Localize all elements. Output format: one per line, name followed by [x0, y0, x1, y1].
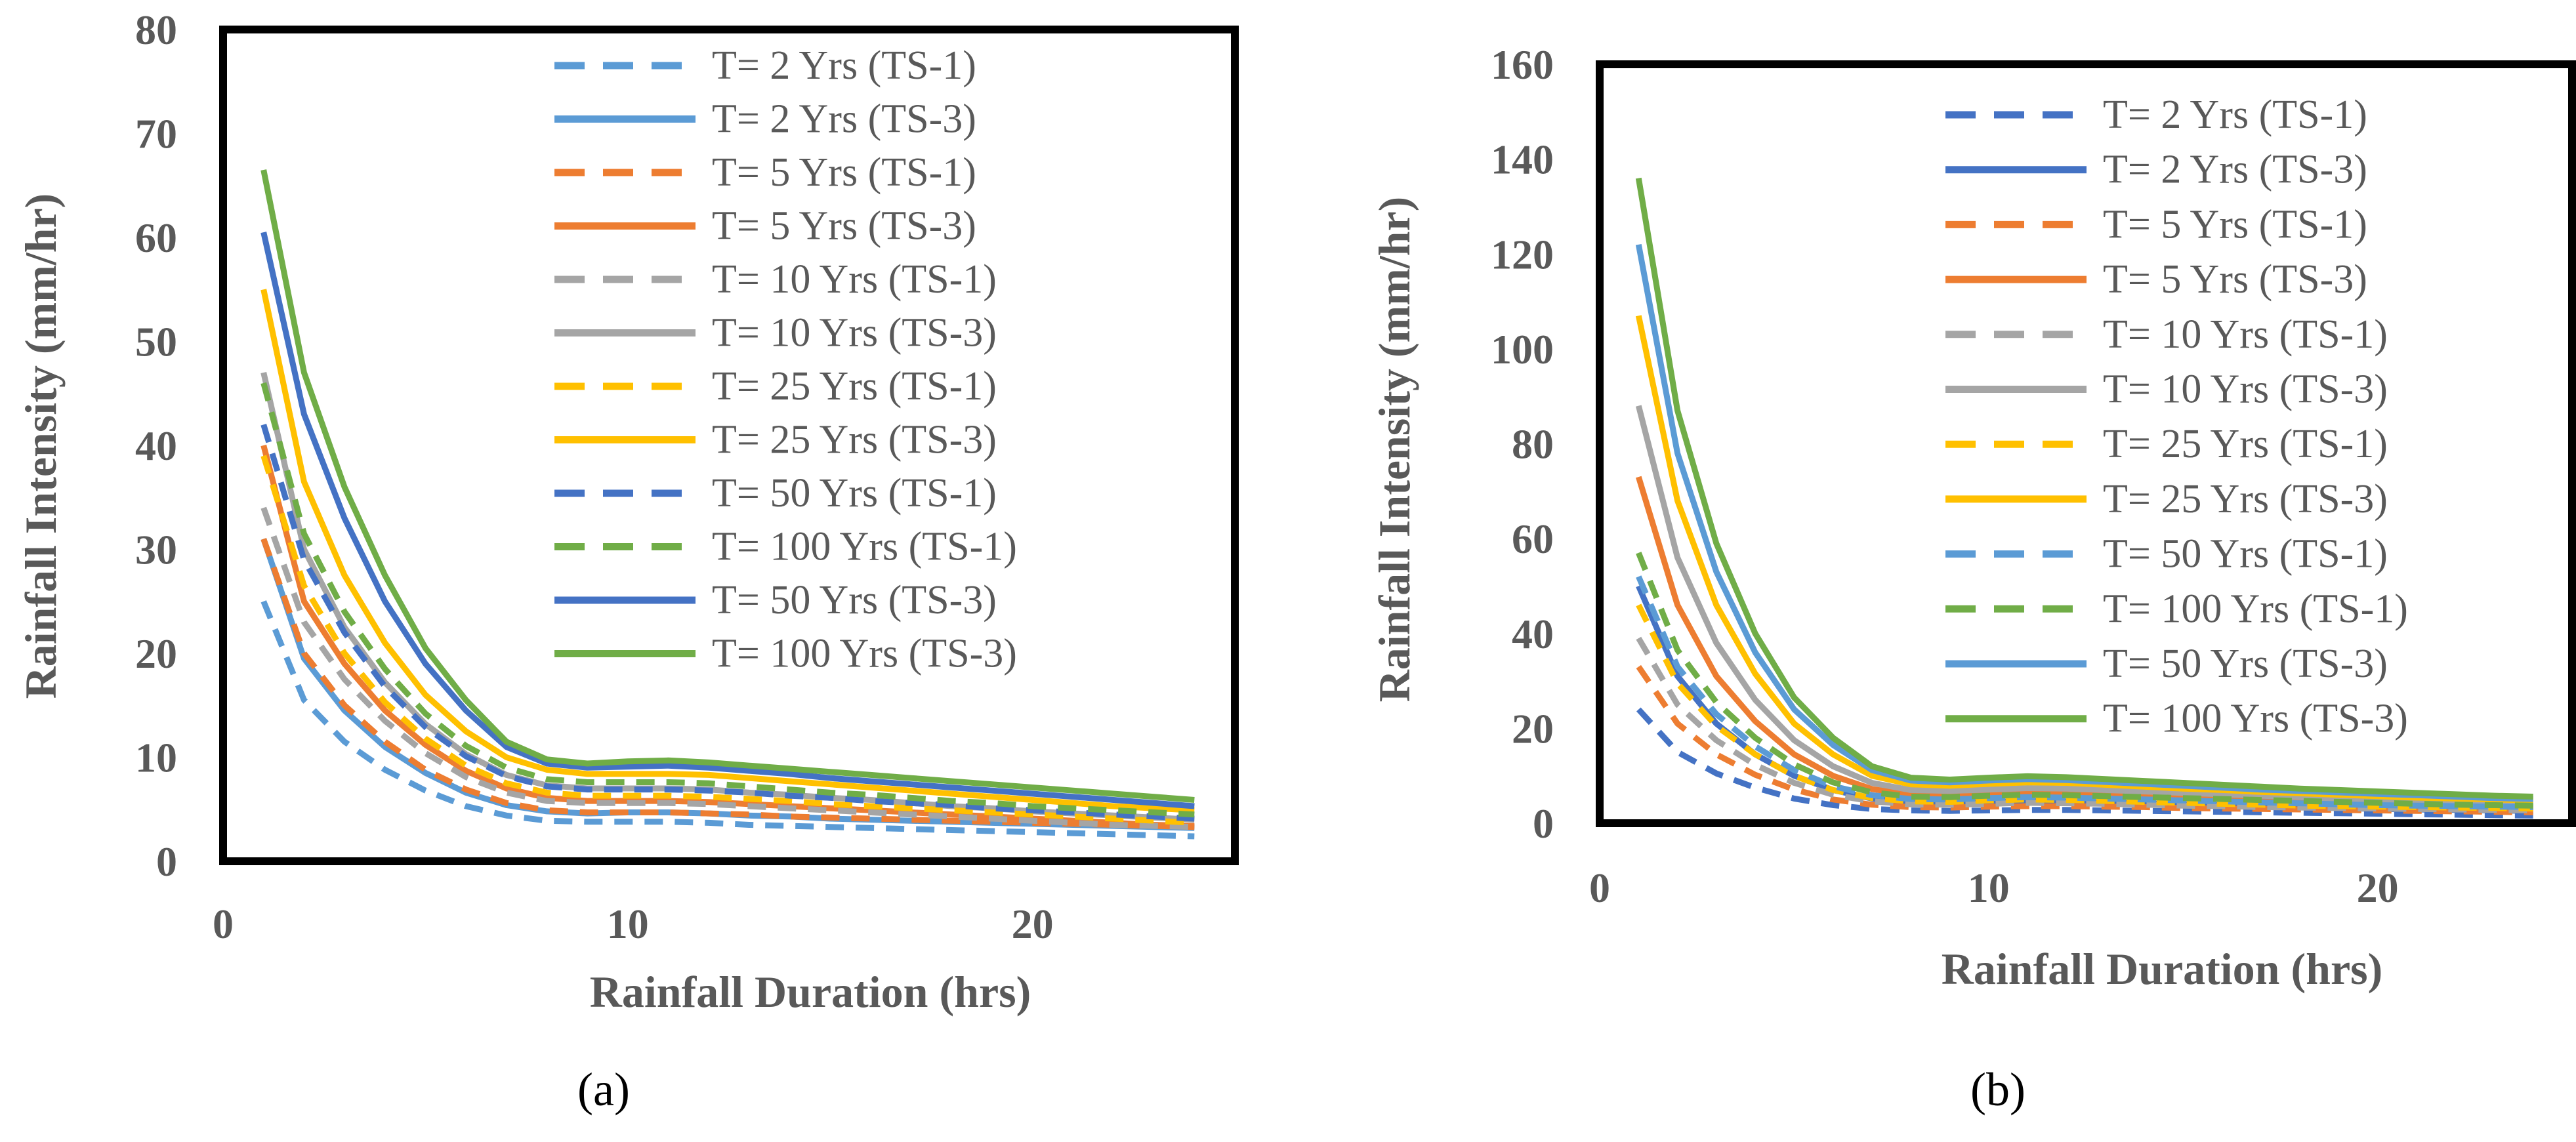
legend-label-10: T= 50 Yrs (TS-3)	[2103, 642, 2388, 686]
series-line-7	[260, 289, 1195, 813]
series-line-2	[260, 538, 1195, 830]
plot-frame	[1596, 60, 2576, 827]
series-line-8	[260, 424, 1195, 822]
legend-label-8: T= 50 Yrs (TS-1)	[2103, 532, 2388, 577]
y-tick-label-8: 80	[135, 7, 177, 53]
legend-label-3: T= 5 Yrs (TS-3)	[712, 204, 976, 249]
legend-label-8: T= 50 Yrs (TS-1)	[712, 471, 997, 516]
y-tick-label-0: 0	[156, 838, 177, 885]
legend-label-3: T= 5 Yrs (TS-3)	[2103, 257, 2367, 302]
series-line-8	[1636, 575, 2533, 810]
x-tick-label-2: 20	[2357, 865, 2399, 911]
legend-label-11: T= 100 Yrs (TS-3)	[712, 632, 1017, 676]
y-tick-label-0: 0	[1533, 800, 1554, 847]
legend-label-2: T= 5 Yrs (TS-1)	[712, 150, 976, 195]
series-line-11	[1635, 177, 2533, 800]
y-tick-label-8: 160	[1491, 41, 1554, 88]
y-tick-label-1: 10	[135, 735, 177, 781]
y-tick-label-3: 60	[1512, 516, 1554, 562]
legend-label-1: T= 2 Yrs (TS-3)	[2103, 148, 2367, 192]
legend-label-5: T= 10 Yrs (TS-3)	[712, 311, 997, 356]
series-line-4	[1636, 636, 2533, 813]
y-tick-label-1: 20	[1512, 705, 1554, 752]
legend-label-9: T= 100 Yrs (TS-1)	[2103, 586, 2408, 631]
y-tick-label-2: 40	[1512, 611, 1554, 657]
legend-label-6: T= 25 Yrs (TS-1)	[712, 364, 997, 409]
legend-label-9: T= 100 Yrs (TS-1)	[712, 525, 1017, 569]
legend-label-0: T= 2 Yrs (TS-1)	[2103, 92, 2367, 137]
legend-label-4: T= 10 Yrs (TS-1)	[712, 257, 997, 302]
chart-panel-b: T= 2 Yrs (TS-1) T= 2 Yrs (TS-3) T= 5 Yrs (…	[1369, 41, 2576, 1116]
y-tick-label-2: 20	[135, 630, 177, 677]
legend-label-0: T= 2 Yrs (TS-1)	[712, 43, 976, 88]
legend-label-6: T= 25 Yrs (TS-1)	[2103, 422, 2388, 466]
y-tick-label-7: 70	[135, 111, 177, 157]
x-tick-label-2: 20	[1012, 901, 1054, 947]
series-line-4	[260, 506, 1195, 830]
series-line-2	[1636, 664, 2533, 815]
y-axis-title: Rainfall Intensity (mm/hr)	[1369, 197, 1419, 703]
x-tick-label-0: 0	[213, 901, 234, 947]
x-tick-label-1: 10	[1968, 865, 2010, 911]
y-tick-label-4: 40	[135, 422, 177, 469]
series-line-11	[260, 169, 1195, 803]
x-axis-title: Rainfall Duration (hrs)	[590, 967, 1031, 1017]
legend-label-10: T= 50 Yrs (TS-3)	[712, 578, 997, 622]
legend-label-11: T= 100 Yrs (TS-3)	[2103, 697, 2408, 741]
y-tick-label-6: 120	[1491, 231, 1554, 277]
y-axis-title: Rainfall Intensity (mm/hr)	[16, 194, 66, 699]
legend-label-2: T= 5 Yrs (TS-1)	[2103, 202, 2367, 247]
legend-label-4: T= 10 Yrs (TS-1)	[2103, 312, 2388, 357]
series-line-10	[260, 232, 1195, 809]
y-tick-label-5: 50	[135, 319, 177, 365]
legend-label-7: T= 25 Yrs (TS-3)	[2103, 477, 2388, 521]
y-tick-label-5: 100	[1491, 326, 1554, 373]
y-tick-label-4: 80	[1512, 421, 1554, 468]
series-line-0	[260, 600, 1195, 840]
x-tick-label-0: 0	[1589, 865, 1610, 911]
x-axis-title: Rainfall Duration (hrs)	[1942, 944, 2382, 994]
chart-panel-a: T= 2 Yrs (TS-1) T= 2 Yrs (TS-3) T= 5 Yrs (…	[16, 7, 1239, 1116]
legend-label-5: T= 10 Yrs (TS-3)	[2103, 367, 2388, 412]
y-tick-label-3: 30	[135, 527, 177, 573]
x-tick-label-1: 10	[607, 901, 649, 947]
panel-label: (b)	[1970, 1063, 2025, 1116]
y-tick-label-7: 140	[1491, 136, 1554, 183]
panel-label: (a)	[577, 1063, 630, 1116]
series-line-5	[1635, 405, 2533, 807]
y-tick-label-6: 60	[135, 214, 177, 261]
legend-label-1: T= 2 Yrs (TS-3)	[712, 97, 976, 142]
legend-label-7: T= 25 Yrs (TS-3)	[712, 418, 997, 462]
series-line-9	[260, 382, 1195, 818]
series-line-6	[260, 455, 1195, 826]
